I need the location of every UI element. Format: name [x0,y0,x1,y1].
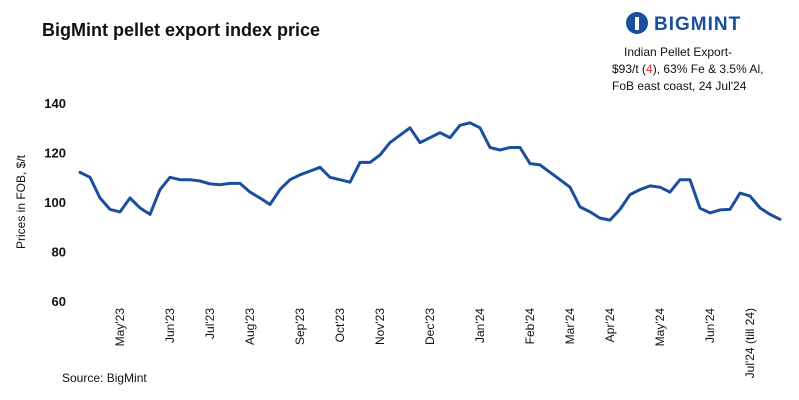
x-tick-label: Apr'24 [603,308,617,343]
x-tick-label: Sep'23 [293,308,307,345]
x-tick-label: Feb'24 [523,308,537,345]
annotation: Indian Pellet Export- [624,45,732,59]
x-tick-label: Dec'23 [423,308,437,345]
x-tick-label: May'24 [653,308,667,347]
x-tick-label: Jul'23 [203,308,217,339]
chart-title: BigMint pellet export index price [42,20,320,40]
annotation: $93/t (4), 63% Fe & 3.5% Al, [612,62,763,76]
y-tick-label: 100 [44,195,66,210]
x-tick-label: Oct'23 [333,308,347,343]
x-tick-label: Jan'24 [473,308,487,343]
annotation-change: 4 [646,62,653,76]
x-tick-label: Jun'24 [703,308,717,343]
y-tick-label: 60 [52,294,66,309]
x-tick-label: Mar'24 [563,308,577,345]
x-tick-label: Jun'23 [163,308,177,343]
logo: BIGMINT [626,12,741,35]
annotation: FoB east coast, 24 Jul'24 [612,79,747,93]
brand: BIGMINT [654,14,741,35]
x-tick-label: May'23 [113,308,127,347]
y-tick-label: 120 [44,146,66,161]
y-axis-label: Prices in FOB, $/t [14,154,28,249]
logo-icon [635,17,639,30]
y-tick-label: 80 [52,245,66,260]
x-tick-label: Nov'23 [373,308,387,345]
x-tick-label: Jul'24 (till 24) [743,308,757,378]
line-series [78,121,782,222]
y-tick-label: 140 [44,96,66,111]
source: Source: BigMint [62,371,147,385]
x-tick-label: Aug'23 [243,308,257,345]
annotation: $93/t ( [612,62,646,76]
annotation: ), 63% Fe & 3.5% Al, [653,62,764,76]
